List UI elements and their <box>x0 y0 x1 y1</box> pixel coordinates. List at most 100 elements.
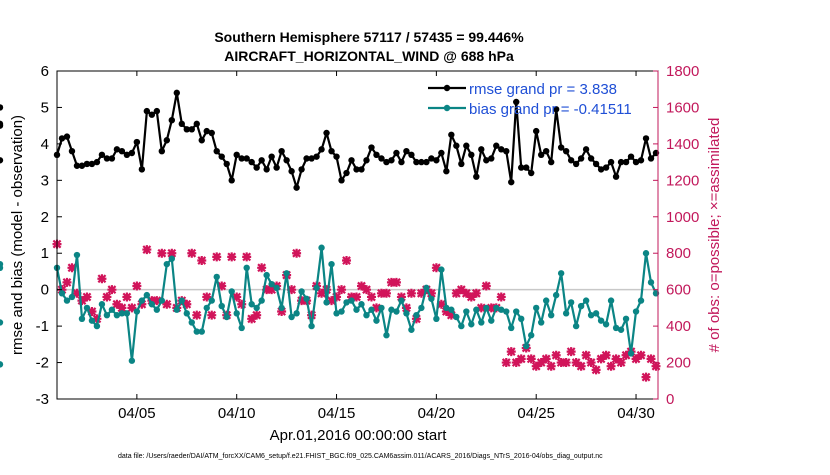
obs-count-marker <box>641 372 651 382</box>
obs-count-marker <box>197 256 207 266</box>
obs-count-marker <box>541 354 551 364</box>
obs-count-marker <box>97 274 107 284</box>
y-tick-label: 1 <box>41 245 49 262</box>
bias-point <box>358 301 365 308</box>
rmse-point <box>278 147 285 155</box>
rmse-point <box>228 177 235 184</box>
obs-count-marker <box>531 361 541 371</box>
bias-point <box>537 319 545 326</box>
obs-count-marker <box>327 296 337 306</box>
bias-point <box>198 328 205 335</box>
y2-tick-label: 1600 <box>666 99 699 116</box>
obs-count-marker <box>621 350 631 360</box>
bias-point <box>78 315 86 323</box>
y2-tick-label: 1200 <box>666 172 699 189</box>
obs-count-marker <box>571 358 581 368</box>
rmse-point <box>188 126 195 133</box>
bias-point <box>438 266 445 273</box>
bias-point <box>218 302 225 310</box>
bias-point <box>233 310 240 317</box>
bias-point <box>228 288 235 295</box>
rmse-point <box>218 153 225 160</box>
rmse-point <box>577 155 585 162</box>
rmse-point <box>313 153 320 160</box>
obs-count-marker <box>142 245 152 255</box>
obs-count-marker <box>297 296 307 306</box>
rmse-point <box>168 117 176 124</box>
bias-point <box>178 297 185 304</box>
bias-point <box>118 310 126 317</box>
bias-point <box>203 304 210 312</box>
rmse-point <box>428 155 435 162</box>
rmse-point <box>263 166 270 173</box>
obs-count-marker <box>217 281 227 291</box>
y-tick-label: 4 <box>41 136 49 153</box>
obs-count-marker <box>391 277 401 287</box>
obs-count-marker <box>242 252 252 262</box>
rmse-point <box>537 151 545 159</box>
obs-count-marker <box>366 292 376 302</box>
rmse-point <box>208 129 215 137</box>
bias-point <box>348 297 355 304</box>
bias-point <box>632 308 640 315</box>
legend-bias-marker <box>443 104 451 112</box>
bias-point <box>408 326 415 333</box>
bias-point <box>493 304 500 312</box>
x-tick-label: 04/25 <box>517 405 555 422</box>
y2-tick-label: 1800 <box>666 63 699 80</box>
obs-count-marker <box>371 303 381 313</box>
bias-point <box>158 297 166 304</box>
bias-series-layer <box>0 244 660 368</box>
y2-tick-label: 600 <box>666 282 691 299</box>
bias-point <box>188 319 195 326</box>
obs-count-marker <box>611 354 621 364</box>
bias-point <box>153 306 161 313</box>
bias-point <box>503 308 510 315</box>
bias-point <box>458 322 465 330</box>
bias-point <box>63 297 71 304</box>
obs-count-marker <box>471 288 481 298</box>
rmse-point <box>203 127 210 135</box>
bias-point <box>133 308 141 315</box>
rmse-point <box>138 166 146 173</box>
y-tick-label: 5 <box>41 99 49 116</box>
bias-point <box>353 306 360 313</box>
y-tick-label: 0 <box>41 282 49 299</box>
bias-point <box>523 342 530 350</box>
rmse-point <box>58 135 66 142</box>
y-tick-label: 3 <box>41 172 49 189</box>
bias-point <box>622 315 630 323</box>
obs-count-marker <box>431 263 441 273</box>
bias-point <box>443 304 450 312</box>
rmse-point <box>368 144 375 151</box>
rmse-point <box>93 158 101 166</box>
obs-count-marker <box>646 354 656 364</box>
bias-point <box>592 310 600 317</box>
obs-count-marker <box>501 358 511 368</box>
bias-point <box>483 304 490 312</box>
rmse-point <box>128 149 136 157</box>
obs-count-marker <box>481 281 491 291</box>
bias-point <box>148 301 156 308</box>
rmse-point <box>273 164 280 171</box>
obs-count-marker <box>342 256 352 266</box>
rmse-point <box>612 173 620 180</box>
y-tick-label: -1 <box>36 318 49 335</box>
bias-point <box>248 301 255 308</box>
obs-count-marker <box>112 299 122 309</box>
bias-point <box>533 304 540 312</box>
y-tick-label: -3 <box>36 391 49 408</box>
bias-point <box>577 302 585 310</box>
bias-point <box>283 270 290 277</box>
bias-point <box>163 260 171 268</box>
obs-count-marker <box>606 361 616 371</box>
bias-point <box>293 310 300 317</box>
bias-point <box>602 321 610 328</box>
obs-count-marker <box>581 350 591 360</box>
bias-point <box>508 324 515 332</box>
bias-point <box>528 332 535 339</box>
obs-count-marker <box>411 314 421 324</box>
bias-point <box>223 313 230 321</box>
obs-count-marker <box>107 285 117 295</box>
obs-count-marker <box>561 358 571 368</box>
